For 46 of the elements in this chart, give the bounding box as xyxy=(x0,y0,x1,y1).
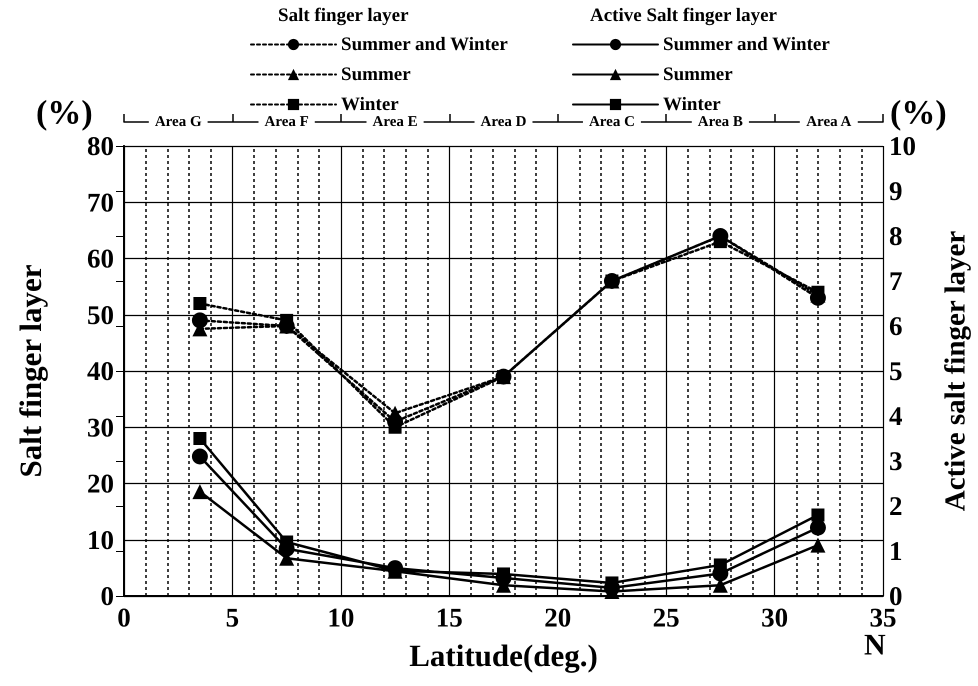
legend-label: Summer and Winter xyxy=(341,34,508,55)
x-tick-label: 15 xyxy=(436,602,463,632)
y2-tick-label: 9 xyxy=(889,176,902,206)
text: Area A xyxy=(806,114,852,130)
y-tick-label: 10 xyxy=(87,524,114,555)
y-tick-label: 50 xyxy=(87,300,114,330)
x-tick-label: 25 xyxy=(652,602,680,632)
y2-tick-label: 2 xyxy=(889,491,902,521)
y-axis-title: Salt finger layer xyxy=(13,264,48,478)
y2-axis-title: Active salt finger layer xyxy=(940,230,972,512)
legend-label: Winter xyxy=(341,94,400,115)
y-tick-label: 80 xyxy=(87,131,114,161)
x-tick-label: 5 xyxy=(226,602,240,632)
y-tick-label: 60 xyxy=(87,244,114,274)
x-axis-title: Latitude(deg.) xyxy=(409,638,598,673)
y2-tick-label: 8 xyxy=(889,221,902,251)
text: N xyxy=(864,628,886,662)
y-tick-label: 40 xyxy=(87,356,114,386)
y2-tick-label: 7 xyxy=(889,266,902,296)
y2-tick-label: 4 xyxy=(889,401,902,431)
legend-label: Summer xyxy=(663,64,734,85)
text: Area D xyxy=(480,114,527,130)
legend-label: Winter xyxy=(663,94,722,115)
y-tick-label: 70 xyxy=(87,187,114,218)
text: Area G xyxy=(154,114,202,130)
y2-tick-label: 10 xyxy=(889,131,916,161)
legend-label: Summer and Winter xyxy=(663,34,830,55)
x-tick-label: 20 xyxy=(544,602,572,632)
y-tick-label: 0 xyxy=(100,581,114,611)
text: Area F xyxy=(264,114,309,130)
text: Area E xyxy=(372,114,418,130)
legend-label: Summer xyxy=(341,64,412,85)
text: Area C xyxy=(588,114,635,130)
x-tick-label: 30 xyxy=(761,602,788,632)
y2-tick-label: 1 xyxy=(889,536,902,566)
x-tick-label: 10 xyxy=(327,602,354,632)
y2-tick-label: 3 xyxy=(889,446,902,476)
text: Active Salt finger layer xyxy=(590,5,778,26)
text: (%) xyxy=(890,94,947,132)
text: Area B xyxy=(698,114,743,130)
text: (%) xyxy=(36,94,93,132)
text: Salt finger layer xyxy=(278,5,410,26)
y-tick-label: 30 xyxy=(87,412,114,442)
y2-tick-label: 5 xyxy=(889,356,902,386)
y-tick-label: 20 xyxy=(87,468,114,498)
y2-tick-label: 6 xyxy=(889,311,902,341)
